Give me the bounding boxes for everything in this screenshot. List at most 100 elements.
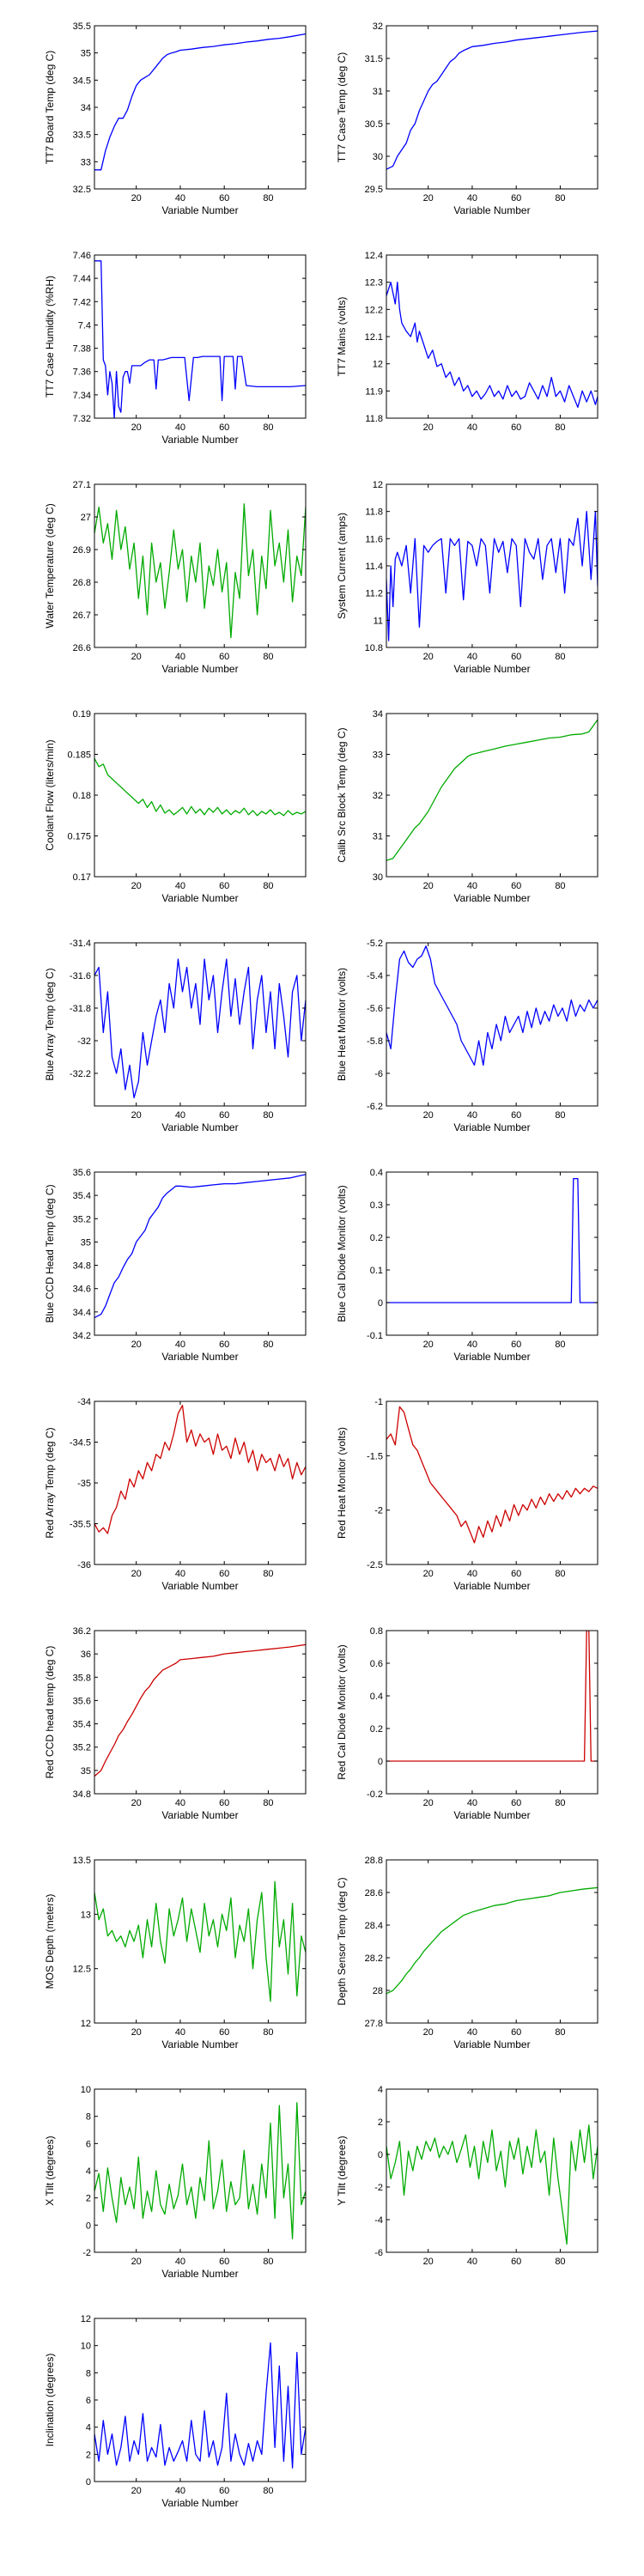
x-axis-label: Variable Number: [161, 2268, 238, 2280]
x-tick-label: 80: [263, 1798, 273, 1808]
y-tick-label: 0.4: [370, 1168, 383, 1178]
y-tick-label: 31: [373, 87, 383, 97]
x-tick-label: 60: [511, 193, 521, 204]
chart-19: 20 40 60 80 -2 0 2 4 6 8 10 Variable Number X Tilt (…: [44, 2085, 307, 2280]
axes-box: [386, 2088, 598, 2253]
y-tick-label: 0.8: [370, 1626, 383, 1637]
x-tick-label: 60: [219, 881, 229, 891]
y-tick-label: -5.8: [367, 1036, 383, 1047]
y-tick-label: 13.5: [73, 1856, 91, 1866]
y-tick-label: 30: [373, 872, 383, 883]
series-line: [94, 2102, 306, 2239]
y-tick-label: 7.4: [78, 320, 91, 331]
x-tick-label: 60: [511, 1798, 521, 1808]
x-axis-label: Variable Number: [453, 204, 530, 216]
y-tick-label: -5.2: [367, 939, 383, 949]
y-tick-label: 0.19: [73, 709, 91, 720]
axes-box: [94, 1859, 307, 2024]
x-tick-label: 80: [263, 2257, 273, 2267]
y-tick-label: 2: [86, 2450, 91, 2460]
x-tick-label: 60: [511, 2257, 521, 2267]
x-tick-label: 20: [423, 2257, 434, 2267]
series-line: [94, 958, 306, 1099]
y-axis-label: MOS Depth (meters): [44, 1894, 56, 1990]
series-line: [94, 33, 306, 171]
x-tick-label: 40: [175, 1340, 185, 1350]
x-tick-label: 80: [555, 652, 565, 662]
chart-8: 20 40 60 80 30 31 32 33 34 Variable Number Calib S…: [336, 709, 598, 904]
chart-16: 20 40 60 80 -0.2 0 0.2 0.4 0.6 0.8 Variable Number…: [336, 1626, 598, 1821]
y-tick-label: -4: [374, 2215, 383, 2226]
x-tick-label: 60: [511, 422, 521, 433]
series-line: [94, 1174, 306, 1319]
x-tick-label: 20: [131, 193, 142, 204]
x-tick-label: 20: [131, 2027, 142, 2038]
y-tick-label: 0: [378, 1298, 383, 1309]
x-tick-label: 40: [175, 2486, 185, 2496]
series-line: [94, 1643, 306, 1777]
y-axis-label: Red Heat Monitor (volts): [336, 1427, 348, 1539]
x-tick-label: 60: [219, 1340, 229, 1350]
chart-1: 20 40 60 80 32.5 33 33.5 34 34.5 35 35.5 Variable N…: [44, 21, 307, 216]
y-tick-label: 0.175: [67, 832, 91, 842]
axes-box: [386, 1171, 598, 1336]
y-tick-label: 0: [378, 2150, 383, 2160]
y-tick-label: 13: [81, 1910, 91, 1920]
y-tick-label: 34: [81, 103, 91, 113]
y-tick-label: 27: [81, 513, 91, 523]
series-line: [386, 511, 598, 641]
x-tick-label: 80: [555, 881, 565, 891]
y-tick-label: 12.1: [365, 332, 383, 343]
x-axis-label: Variable Number: [161, 892, 238, 904]
x-axis-label: Variable Number: [161, 2497, 238, 2509]
x-tick-label: 20: [131, 1110, 142, 1121]
x-tick-label: 80: [555, 1110, 565, 1121]
x-tick-label: 80: [263, 2486, 273, 2496]
y-tick-label: 0.2: [370, 1724, 383, 1735]
y-tick-label: 0.1: [370, 1266, 383, 1276]
chart-3: 20 40 60 80 7.32 7.34 7.36 7.38 7.4 7.42 7.44 7.46 V…: [44, 251, 307, 446]
y-tick-label: -35: [77, 1479, 91, 1489]
y-tick-label: 12: [81, 2019, 91, 2029]
chart-7: 20 40 60 80 0.17 0.175 0.18 0.185 0.19 Variable N…: [44, 709, 307, 904]
x-tick-label: 60: [219, 1569, 229, 1579]
x-tick-label: 40: [175, 1569, 185, 1579]
y-axis-label: Red CCD head temp (deg C): [44, 1646, 56, 1779]
y-tick-label: 7.44: [73, 274, 91, 284]
y-axis-label: Water Temperature (deg C): [44, 503, 56, 628]
x-axis-label: Variable Number: [453, 1351, 530, 1363]
axes-box: [386, 1630, 598, 1795]
x-tick-label: 80: [555, 193, 565, 204]
y-tick-label: 11.8: [365, 414, 383, 424]
y-tick-label: -32: [77, 1036, 91, 1047]
series-line: [94, 1880, 306, 2002]
series-line: [386, 282, 598, 408]
y-tick-label: 10: [81, 2342, 91, 2352]
y-tick-label: 32: [373, 791, 383, 801]
y-tick-label: 7.32: [73, 414, 91, 424]
y-tick-label: 0: [86, 2221, 91, 2231]
y-tick-label: 34.5: [73, 76, 91, 86]
y-axis-label: Depth Sensor Temp (deg C): [336, 1877, 348, 2005]
y-tick-label: 34: [373, 709, 383, 720]
y-tick-label: 11.2: [365, 589, 383, 599]
y-tick-label: 28.8: [365, 1856, 383, 1866]
y-tick-label: 0.4: [370, 1692, 383, 1702]
y-tick-label: 4: [378, 2085, 383, 2095]
y-tick-label: 0.6: [370, 1659, 383, 1669]
y-tick-label: 32: [373, 21, 383, 32]
series-line: [386, 30, 598, 170]
y-axis-label: Blue CCD Head Temp (deg C): [44, 1184, 56, 1322]
y-tick-label: 11: [374, 616, 383, 626]
x-tick-label: 20: [423, 193, 434, 204]
y-tick-label: 34.8: [73, 1261, 91, 1272]
chart-4: 20 40 60 80 11.8 11.9 12 12.1 12.2 12.3 12.4 TT7 Ma…: [336, 251, 598, 433]
y-axis-label: System Current (amps): [336, 513, 348, 619]
x-tick-label: 40: [467, 2257, 477, 2267]
x-axis-label: Variable Number: [161, 1580, 238, 1592]
x-tick-label: 20: [131, 2257, 142, 2267]
x-axis-label: Variable Number: [161, 1351, 238, 1363]
y-tick-label: -34.5: [70, 1438, 91, 1449]
axes-box: [94, 254, 307, 419]
